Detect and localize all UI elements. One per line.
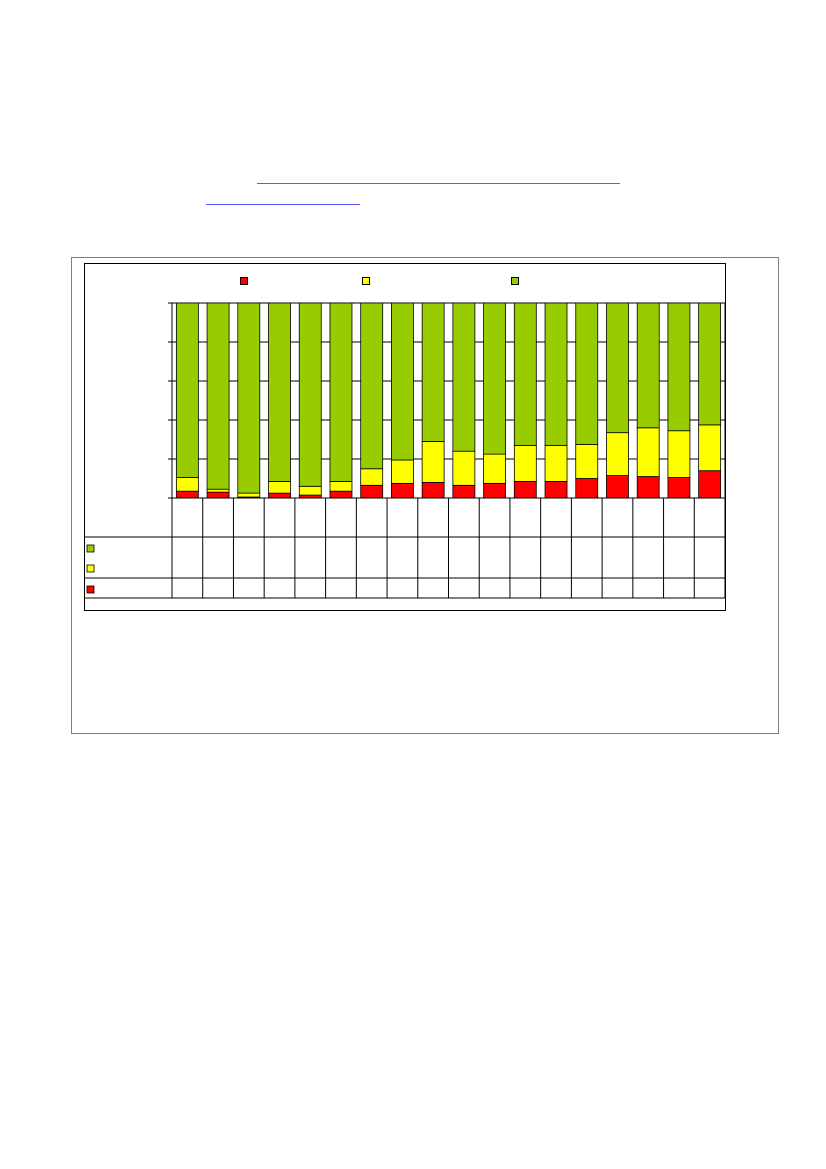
bar-14-series-2 [575, 443, 599, 479]
bar-9-series-1 [421, 481, 445, 499]
bar-1-series-2 [175, 477, 199, 492]
bar-16-series-3 [636, 302, 660, 429]
bar-11-series-2 [483, 453, 506, 484]
bar-12-series-1 [513, 481, 537, 499]
bar-5-series-3 [298, 302, 322, 487]
bar-7-series-1 [360, 484, 384, 499]
bar-6-series-3 [329, 302, 353, 482]
bar-3-series-2 [237, 492, 261, 498]
bar-8-series-1 [391, 482, 414, 499]
bar-2-series-3 [206, 302, 230, 490]
bar-17-series-1 [667, 477, 691, 499]
bar-7-series-3 [360, 302, 384, 470]
bar-17-series-3 [667, 302, 691, 432]
bar-18-series-1 [698, 470, 722, 499]
hyperlink-underline-1[interactable] [257, 183, 620, 184]
bar-1-series-3 [175, 302, 199, 478]
bar-14-series-1 [575, 478, 599, 499]
bar-1-series-1 [175, 490, 199, 499]
legend-swatch-red [240, 277, 248, 285]
bar-10-series-1 [452, 484, 476, 499]
bar-11-series-1 [483, 482, 506, 499]
table-legend-key-green [86, 544, 95, 553]
hyperlink-underline-2[interactable] [206, 204, 360, 205]
bar-6-series-2 [329, 481, 353, 492]
bar-9-series-3 [421, 302, 445, 442]
bar-10-series-3 [452, 302, 476, 452]
bar-18-series-2 [698, 424, 722, 472]
bar-8-series-2 [391, 459, 414, 484]
bar-11-series-3 [483, 302, 506, 455]
bar-3-series-3 [237, 302, 261, 494]
bar-15-series-2 [606, 432, 629, 476]
bar-17-series-2 [667, 430, 691, 478]
bar-4-series-2 [268, 481, 291, 494]
bar-13-series-2 [544, 444, 568, 482]
bar-8-series-3 [391, 302, 414, 461]
bar-5-series-2 [298, 485, 322, 496]
bar-16-series-2 [636, 427, 660, 477]
bar-2-series-2 [206, 488, 230, 493]
legend-swatch-yellow [362, 277, 370, 285]
table-legend-key-red [86, 585, 95, 594]
bar-15-series-1 [606, 475, 629, 499]
legend-swatch-green [511, 277, 519, 285]
bar-2-series-1 [206, 491, 230, 499]
bar-12-series-3 [513, 302, 537, 446]
bar-12-series-2 [513, 444, 537, 482]
bar-10-series-2 [452, 450, 476, 486]
table-legend-key-yellow [86, 564, 95, 573]
bar-13-series-3 [544, 302, 568, 446]
bar-14-series-3 [575, 302, 599, 445]
bar-6-series-1 [329, 490, 353, 499]
bar-18-series-3 [698, 302, 722, 426]
bar-15-series-3 [606, 302, 629, 434]
bar-4-series-1 [268, 492, 291, 499]
bar-4-series-3 [268, 302, 291, 482]
bar-9-series-2 [421, 441, 445, 483]
bar-7-series-2 [360, 468, 384, 486]
bar-16-series-1 [636, 476, 660, 499]
figure-frame [71, 257, 779, 734]
bar-13-series-1 [544, 481, 568, 499]
